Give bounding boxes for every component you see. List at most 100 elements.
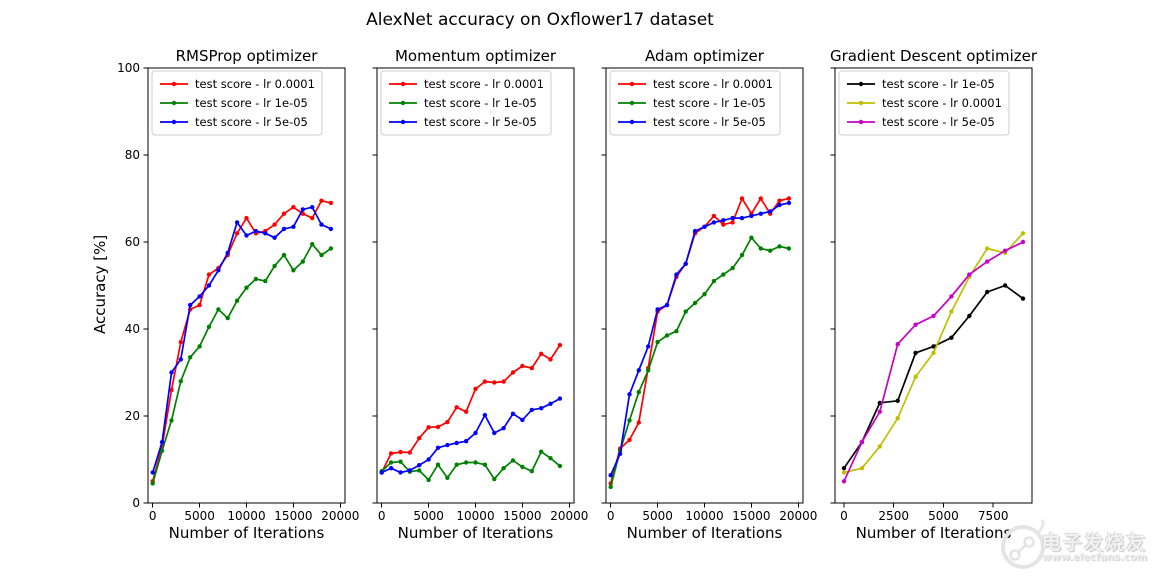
data-point [1002,248,1008,253]
data-point [454,440,459,446]
data-point [749,213,754,219]
data-point [548,401,553,406]
subplot-momentum: 0 5000 10000 15000 20000 test score - lr 0.00… [372,67,588,523]
legend-gradient-descent: test score - lr 1e-05 test score - lr 0.0… [838,70,1010,136]
data-point [310,205,315,210]
data-point [197,344,202,349]
data-point [178,357,183,362]
data-point [188,302,193,308]
data-point [646,344,651,349]
data-point [674,329,679,334]
data-point [931,344,936,349]
y-tick-label: 40 [125,322,140,336]
data-point [702,292,707,297]
legend-label: test score - lr 1e-05 [882,77,995,91]
data-point [877,444,882,449]
data-point [319,222,324,227]
data-point [482,462,488,467]
x-tick-label: 7500 [978,509,1009,523]
data-point [169,418,174,423]
data-point [985,246,990,251]
data-point [159,448,165,453]
data-point [216,268,221,273]
data-point [454,462,459,467]
data-point [949,294,954,299]
data-point [548,357,553,362]
data-point [281,211,287,216]
data-point [291,205,296,210]
data-point [539,351,544,356]
data-point [739,215,745,221]
data-point [417,463,422,468]
data-point [178,379,183,384]
y-tick-label: 80 [125,148,140,162]
data-point [253,276,259,282]
data-point [159,439,165,445]
legend-marker [171,81,177,87]
data-point [216,307,221,312]
x-axis-label-momentum: Number of Iterations [397,524,554,542]
x-tick-label: 0 [607,509,615,523]
data-point [234,231,240,236]
data-point [529,365,534,371]
data-point [492,430,497,436]
data-point [758,196,763,201]
x-tick-label: 20000 [550,509,588,523]
data-point [985,259,990,264]
legend-label: test score - lr 5e-05 [882,115,995,129]
data-point [967,313,972,319]
data-point [482,379,488,384]
data-point [206,283,212,288]
data-point [949,335,954,340]
data-point [1020,239,1026,245]
data-point [520,464,525,470]
x-tick-label: 20000 [321,509,359,523]
data-point [711,278,717,284]
data-point [417,436,422,441]
data-point [510,411,516,416]
data-point [501,426,506,431]
data-point [529,407,534,413]
data-point [178,339,183,345]
data-point [435,445,441,450]
data-point [931,313,936,319]
data-point [730,215,735,221]
legend-label: test score - lr 0.0001 [653,77,773,91]
data-point [388,451,394,456]
data-point [730,265,735,271]
data-point [758,246,763,251]
x-axis-label-adam: Number of Iterations [626,524,783,542]
data-point [463,439,469,444]
series-line-2 [609,202,790,476]
legend-marker [858,119,864,125]
x-tick-label: 5000 [413,509,444,523]
data-point [398,470,403,475]
data-point [510,370,516,375]
data-point [674,272,679,277]
data-point [877,400,882,406]
data-point [454,405,459,410]
data-point [463,460,469,465]
x-tick-label: 5000 [928,509,959,523]
data-point [407,450,412,455]
data-point [300,259,305,264]
data-point [859,439,865,445]
y-axis-label: Accuracy [%] [91,234,109,334]
data-point [426,477,431,483]
data-point [786,200,792,206]
x-tick-label: 10000 [685,509,723,523]
data-point [985,289,990,295]
figure-title: AlexNet accuracy on Oxflower17 dataset [366,10,714,30]
data-point [557,342,563,348]
subplot-title-gradient-descent: Gradient Descent optimizer [829,47,1038,65]
legend-label: test score - lr 0.0001 [882,96,1002,110]
x-tick-label: 15000 [503,509,541,523]
data-point [739,196,745,201]
x-tick-label: 15000 [732,509,770,523]
data-point [777,244,782,249]
data-point [749,235,754,240]
series-line-2 [843,241,1024,482]
data-point [931,350,936,356]
